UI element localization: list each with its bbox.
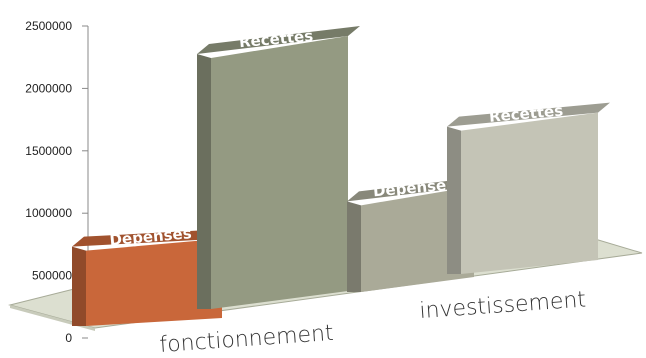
y-tick-label: 2500000 <box>25 19 72 33</box>
y-tick-label: 2000000 <box>25 81 72 95</box>
y-tick-label: 1500000 <box>25 144 72 158</box>
bar-top <box>72 228 234 247</box>
bar-top <box>197 26 360 54</box>
y-tick-label: 1000000 <box>25 206 72 220</box>
bar-side <box>197 54 211 309</box>
bar-face <box>211 36 348 309</box>
category-label-fonctionnement: fonctionnement <box>159 321 335 358</box>
bar-recettes-investissement: Recettes <box>447 101 610 275</box>
bar-side <box>72 246 86 326</box>
bar-top <box>447 102 610 127</box>
y-tick-label: 500000 <box>32 269 72 283</box>
y-tick-label: 0 <box>65 331 72 345</box>
bar-side <box>347 201 361 292</box>
bar-recettes-fonctionnement: Recettes <box>197 26 360 309</box>
bar-side <box>447 126 461 275</box>
bar-face <box>461 112 598 275</box>
y-ticks: 0 500000 1000000 1500000 2000000 2500000 <box>25 19 88 345</box>
bar-face <box>86 238 222 326</box>
bar-face <box>361 186 474 292</box>
y-axis: 0 500000 1000000 1500000 2000000 2500000 <box>25 19 89 345</box>
category-label-investissement: investissement <box>419 287 587 324</box>
